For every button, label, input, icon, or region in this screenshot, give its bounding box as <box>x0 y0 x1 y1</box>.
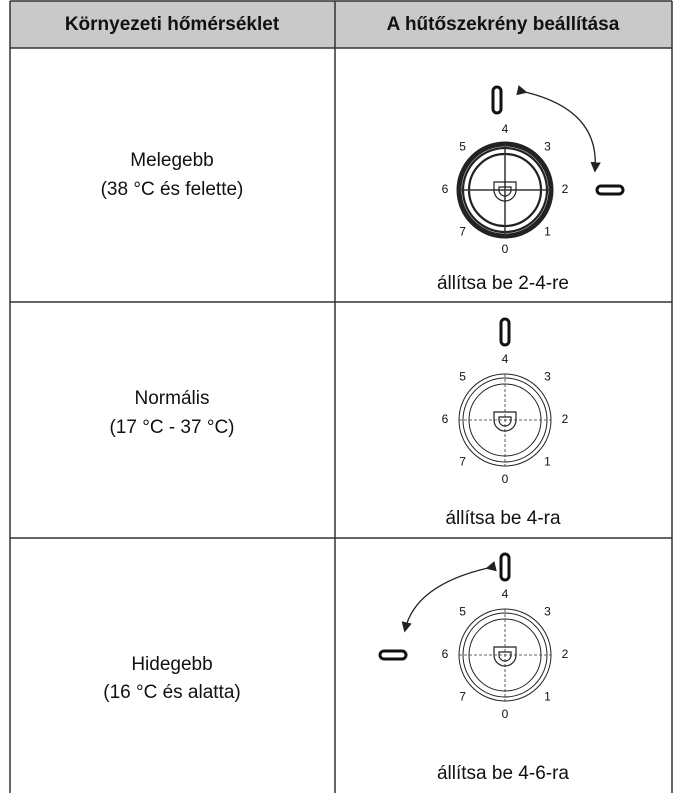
table-grid <box>9 0 673 793</box>
dial-label: 4 <box>502 352 509 366</box>
dial-label: 1 <box>544 455 551 469</box>
condition: (17 °C - 37 °C) <box>109 417 234 438</box>
knob <box>595 184 625 196</box>
dial-label: 4 <box>502 587 509 601</box>
dial-label: 6 <box>442 182 449 196</box>
header-cell: A hűtőszekrény beállítása <box>387 14 620 35</box>
setting: állítsa be 4-6-ra <box>437 763 569 784</box>
dial-label: 7 <box>459 225 466 239</box>
knob <box>491 85 503 115</box>
dial-label: 7 <box>459 455 466 469</box>
dial-label: 2 <box>562 412 569 426</box>
dial-center <box>493 181 517 202</box>
dial-label: 7 <box>459 690 466 704</box>
dial-center <box>493 411 517 432</box>
dial-label: 6 <box>442 647 449 661</box>
setting: állítsa be 2-4-re <box>437 273 569 294</box>
dial-label: 6 <box>442 412 449 426</box>
dial-label: 5 <box>459 370 466 384</box>
knob <box>499 317 511 347</box>
dial-center <box>493 646 517 667</box>
header-cell: Környezeti hőmérséklet <box>65 14 280 35</box>
condition: Melegebb <box>130 150 213 171</box>
knob <box>378 649 408 661</box>
condition: (38 °C és felette) <box>101 179 244 200</box>
dial-label: 1 <box>544 690 551 704</box>
condition: Normális <box>135 388 210 409</box>
knob <box>499 552 511 582</box>
dial-label: 2 <box>562 182 569 196</box>
condition: Hidegebb <box>131 654 212 675</box>
dial-label: 0 <box>502 242 509 256</box>
dials: 0 1 2 3 4 5 6 7 0 1 2 3 4 5 6 7 0 1 2 3 4 5 6 7 <box>378 85 625 721</box>
dial: 0 1 2 3 4 5 6 7 <box>442 85 625 256</box>
dial-label: 2 <box>562 647 569 661</box>
condition: (16 °C és alatta) <box>103 682 241 703</box>
dial-label: 3 <box>544 140 551 154</box>
dial-label: 3 <box>544 605 551 619</box>
dial-label: 1 <box>544 225 551 239</box>
dial-label: 0 <box>502 472 509 486</box>
header-bg <box>10 1 672 48</box>
dial-label: 3 <box>544 370 551 384</box>
dial-label: 0 <box>502 707 509 721</box>
dial-label: 5 <box>459 605 466 619</box>
dial-label: 4 <box>502 122 509 136</box>
dial: 0 1 2 3 4 5 6 7 <box>442 317 569 486</box>
dial: 0 1 2 3 4 5 6 7 <box>378 552 569 721</box>
setting: állítsa be 4-ra <box>445 508 561 529</box>
arrow <box>401 561 497 633</box>
dial-label: 5 <box>459 140 466 154</box>
arrow <box>516 85 601 173</box>
